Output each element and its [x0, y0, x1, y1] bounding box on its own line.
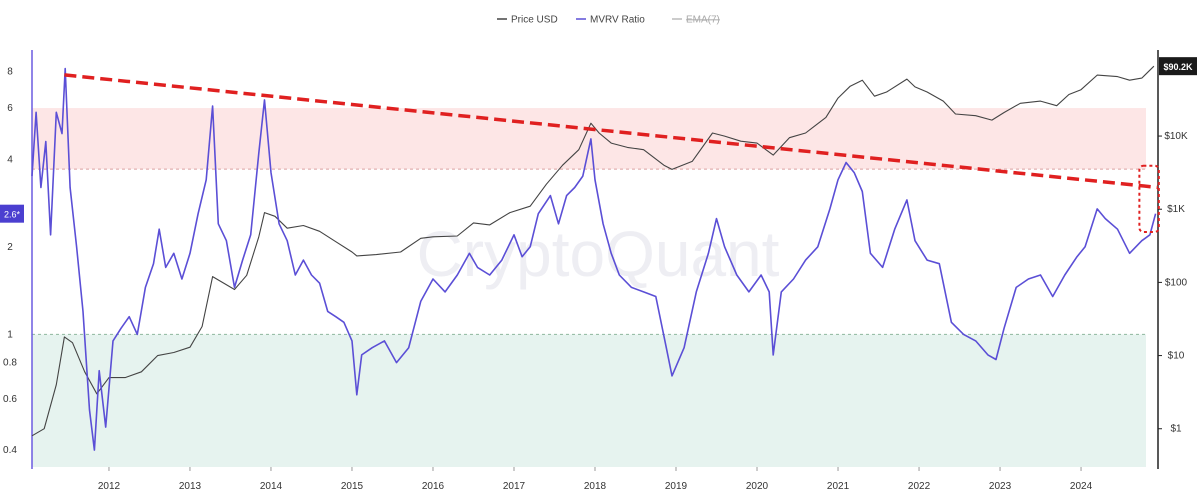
- right-tick-label: $1K: [1167, 204, 1185, 215]
- legend-label-0: Price USD: [511, 15, 558, 26]
- x-tick-label: 2024: [1070, 481, 1093, 492]
- x-tick-label: 2022: [908, 481, 931, 492]
- series-line-price-usd: [31, 65, 1155, 437]
- x-tick-label: 2016: [422, 481, 445, 492]
- x-tick-label: 2023: [989, 481, 1012, 492]
- legend-label-2: EMA(7): [686, 15, 720, 26]
- x-tick-label: 2014: [260, 481, 283, 492]
- left-tick-label: 0.4: [3, 445, 17, 456]
- axes: 8 6 4 2 1 0.8 0.6 0.4 $10K $1K $100 $10 $1 2012 2013 20…: [3, 50, 1188, 492]
- right-value-badge-text: $90.2K: [1163, 62, 1193, 72]
- left-tick-label: 6: [7, 103, 13, 114]
- x-tick-label: 2018: [584, 481, 607, 492]
- resistance-trendline: [64, 73, 1159, 190]
- left-tick-label: 8: [7, 67, 13, 78]
- watermark: CryptoQuant: [417, 218, 780, 290]
- x-tick-label: 2013: [179, 481, 202, 492]
- right-tick-label: $100: [1165, 277, 1188, 288]
- zone-bands: [32, 108, 1146, 467]
- right-tick-label: $10: [1168, 351, 1185, 362]
- x-tick-label: 2019: [665, 481, 688, 492]
- x-tick-label: 2020: [746, 481, 769, 492]
- axis-badges: 2.6* $90.2K: [0, 57, 1197, 223]
- x-tick-label: 2017: [503, 481, 526, 492]
- left-tick-label: 0.6: [3, 394, 17, 405]
- right-tick-label: $10K: [1164, 131, 1188, 142]
- left-tick-label: 2: [7, 242, 13, 253]
- right-value-badge: [1159, 57, 1197, 76]
- legend: Price USD MVRV Ratio EMA(7): [497, 15, 720, 26]
- left-value-badge-text: 2.6*: [4, 210, 21, 220]
- x-tick-label: 2021: [827, 481, 850, 492]
- series-lines: [31, 65, 1157, 451]
- zone-band-0: [32, 108, 1146, 170]
- x-tick-label: 2012: [98, 481, 121, 492]
- series-line-mvrv-ratio: [31, 67, 1157, 451]
- x-tick-label: 2015: [341, 481, 364, 492]
- left-tick-label: 0.8: [3, 358, 17, 369]
- left-tick-label: 4: [7, 154, 13, 165]
- annotation-overlay: [64, 73, 1160, 233]
- left-value-badge: [0, 204, 24, 223]
- right-tick-label: $1: [1170, 424, 1182, 435]
- zone-band-1: [32, 334, 1146, 467]
- legend-label-1: MVRV Ratio: [590, 15, 645, 26]
- left-tick-label: 1: [7, 329, 13, 340]
- highlight-box: [1138, 164, 1160, 233]
